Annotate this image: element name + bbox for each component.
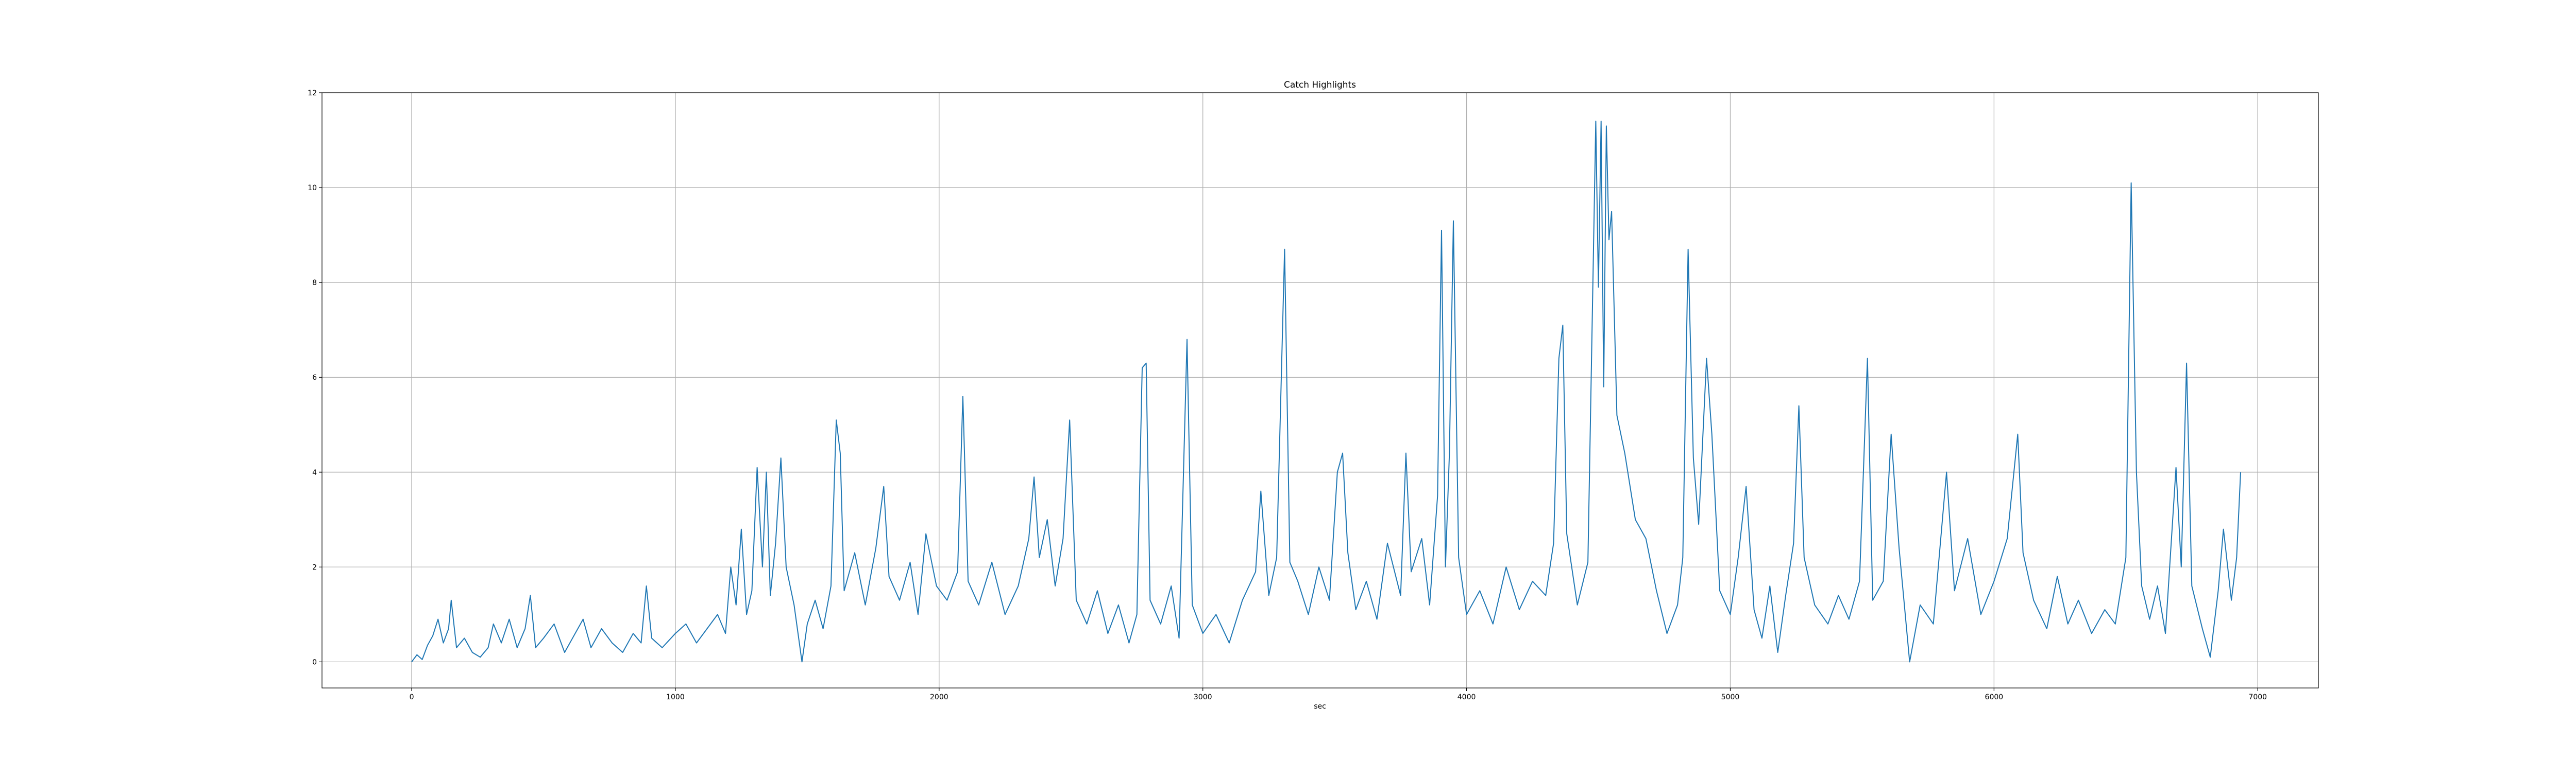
x-tick-label: 0 bbox=[410, 693, 414, 701]
chart-title: Catch Highlights bbox=[1284, 80, 1356, 90]
x-tick-label: 3000 bbox=[1194, 693, 1212, 701]
x-tick-label: 2000 bbox=[930, 693, 948, 701]
y-tick-label: 0 bbox=[312, 658, 317, 666]
x-tick-label: 4000 bbox=[1458, 693, 1476, 701]
x-tick-label: 5000 bbox=[1721, 693, 1740, 701]
series-layer bbox=[411, 121, 2241, 663]
y-tick-label: 4 bbox=[312, 468, 317, 477]
x-tick-label: 1000 bbox=[666, 693, 685, 701]
x-tick-label: 7000 bbox=[2248, 693, 2267, 701]
y-tick-label: 6 bbox=[312, 374, 317, 382]
x-axis-label: sec bbox=[1314, 702, 1326, 711]
grid-layer bbox=[322, 92, 2318, 688]
y-tick-label: 2 bbox=[312, 563, 317, 572]
x-tick-label: 6000 bbox=[1985, 693, 2004, 701]
y-tick-label: 12 bbox=[308, 89, 317, 97]
y-tick-label: 8 bbox=[312, 279, 317, 287]
series-line bbox=[411, 121, 2241, 663]
plot-frame bbox=[321, 92, 2319, 688]
ticks-layer: 0 1000 2000 3000 4000 5000 6000 7000 0 2 4 6 8 10 12 bbox=[308, 89, 2267, 701]
y-tick-label: 10 bbox=[308, 184, 317, 192]
